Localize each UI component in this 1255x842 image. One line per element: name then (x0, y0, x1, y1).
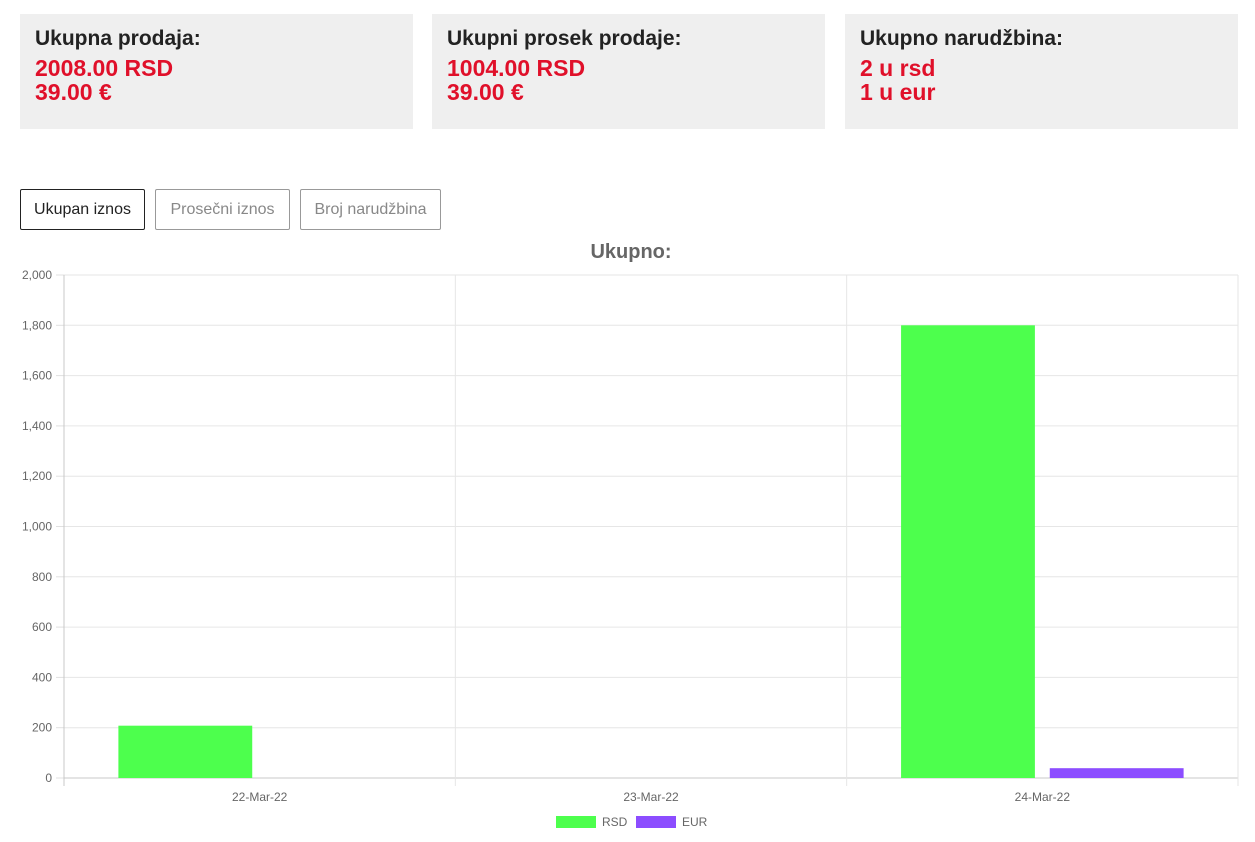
y-tick-label: 200 (32, 721, 52, 735)
card-value-rsd: 2 u rsd (860, 55, 936, 81)
y-tick-label: 1,800 (22, 318, 52, 332)
chart-title: Ukupno: (590, 241, 671, 263)
tab-average-amount[interactable]: Prosečni iznos (155, 189, 290, 230)
legend-label-rsd: RSD (602, 815, 628, 829)
y-tick-label: 1,000 (22, 520, 52, 534)
y-tick-label: 2,000 (22, 268, 52, 282)
average-sales-card: Ukupni prosek prodaje: 1004.00 RSD 39.00… (432, 14, 825, 129)
order-count-card: Ukupno narudžbina: 2 u rsd 1 u eur (845, 14, 1238, 129)
y-tick-label: 0 (45, 771, 52, 785)
summary-cards: Ukupna prodaja: 2008.00 RSD 39.00 € Ukup… (20, 14, 1238, 129)
bar-chart: Ukupno: 0 200 400 600 800 1,000 1,200 1,400 1,600… (22, 241, 1239, 829)
y-tick-label: 600 (32, 620, 52, 634)
card-title: Ukupni prosek prodaje: (447, 27, 682, 50)
y-tick-label: 1,400 (22, 419, 52, 433)
x-tick-label: 24-Mar-22 (1015, 790, 1071, 804)
x-tick-label: 22-Mar-22 (232, 790, 288, 804)
y-tick-label: 1,200 (22, 469, 52, 483)
x-tick-label: 23-Mar-22 (623, 790, 679, 804)
bar-rsd (118, 725, 253, 778)
card-title: Ukupno narudžbina: (860, 27, 1063, 50)
y-tick-label: 1,600 (22, 369, 52, 383)
y-tick-label: 400 (32, 670, 52, 684)
tab-total-amount[interactable]: Ukupan iznos (20, 189, 145, 230)
legend-label-eur: EUR (682, 815, 708, 829)
legend-swatch-eur (636, 816, 676, 828)
bar-rsd (901, 325, 1035, 778)
card-value-eur: 1 u eur (860, 79, 936, 105)
card-title: Ukupna prodaja: (35, 27, 201, 50)
legend-swatch-rsd (556, 816, 596, 828)
card-value-eur: 39.00 € (447, 79, 524, 105)
total-sales-card: Ukupna prodaja: 2008.00 RSD 39.00 € (20, 14, 413, 129)
bar-eur (1049, 768, 1184, 778)
y-tick-label: 800 (32, 570, 52, 584)
card-value-eur: 39.00 € (35, 79, 112, 105)
card-value-rsd: 2008.00 RSD (35, 55, 174, 81)
tab-order-count[interactable]: Broj narudžbina (300, 189, 441, 230)
card-value-rsd: 1004.00 RSD (447, 55, 586, 81)
